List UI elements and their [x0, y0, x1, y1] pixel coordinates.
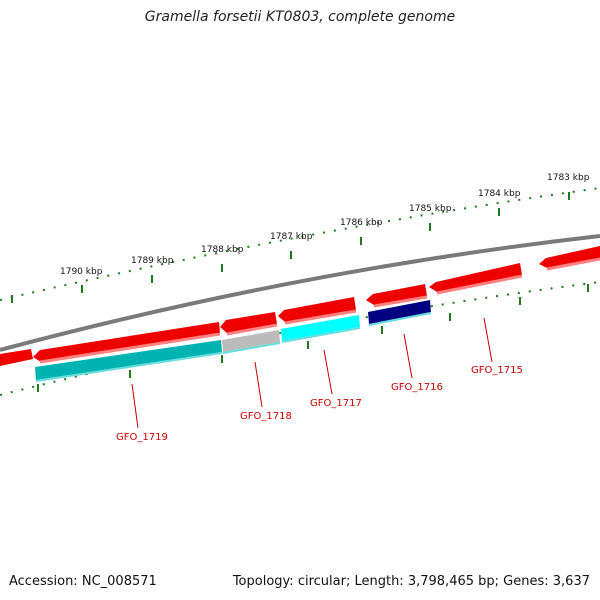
forward-strand-genes — [0, 246, 600, 366]
major-ticks — [11, 192, 589, 392]
gene-shadow-forward — [39, 257, 600, 364]
accession-info: Accession: NC_008571 — [9, 574, 157, 589]
topology-label: Topology: — [232, 574, 294, 589]
gene-shadow-reverse — [35, 312, 432, 382]
tick-label-1790: 1790 kbp — [60, 267, 103, 277]
gene-label-gfo-1717: GFO_1717 — [310, 398, 362, 409]
tick-label-1787: 1787 kbp — [270, 232, 313, 242]
gene-label-gfo-1719: GFO_1719 — [116, 432, 168, 443]
gene-label-gfo-1718: GFO_1718 — [240, 411, 292, 422]
genes-value: 3,637 — [552, 574, 590, 589]
length-value: 3,798,465 bp — [407, 574, 495, 589]
gene-arrow-6[interactable] — [429, 263, 522, 292]
gene-bar-gfo-1716[interactable] — [368, 300, 431, 324]
gene-arrow-2[interactable] — [33, 322, 220, 362]
accession-value: NC_008571 — [81, 574, 157, 589]
tick-label-1788: 1788 kbp — [201, 245, 244, 255]
genome-backbone — [0, 234, 600, 352]
gene-labels: GFO_1719 GFO_1718 GFO_1717 GFO_1716 GFO_… — [116, 365, 523, 443]
gene-bar-gfo-1718[interactable] — [222, 330, 280, 352]
gene-bar-gfo-1717[interactable] — [281, 315, 360, 341]
gene-arrow-3[interactable] — [220, 312, 277, 333]
tick-label-1785: 1785 kbp — [409, 204, 452, 214]
genome-summary: Topology: circular; Length: 3,798,465 bp… — [232, 574, 590, 589]
gene-arrow-5[interactable] — [366, 284, 427, 305]
topology-value: circular — [297, 574, 346, 589]
gene-label-gfo-1716: GFO_1716 — [391, 382, 443, 393]
gene-label-gfo-1715: GFO_1715 — [471, 365, 523, 376]
genes-label: Genes: — [503, 574, 549, 589]
tick-label-1784: 1784 kbp — [478, 189, 521, 199]
length-label: Length: — [354, 574, 404, 589]
tick-label-1789: 1789 kbp — [131, 256, 174, 266]
tick-labels: 1790 kbp 1789 kbp 1788 kbp 1787 kbp 1786… — [60, 173, 590, 277]
tick-label-1783: 1783 kbp — [547, 173, 590, 183]
reverse-strand-genes — [35, 300, 432, 382]
gene-arrow-7[interactable] — [539, 246, 600, 268]
gene-arrow-1[interactable] — [0, 349, 33, 366]
tick-label-1786: 1786 kbp — [340, 218, 383, 228]
page-title: Gramella forsetii KT0803, complete genom… — [144, 9, 456, 25]
gene-arrow-4[interactable] — [278, 297, 356, 322]
accession-label: Accession: — [9, 574, 78, 589]
gene-bar-gfo-1719[interactable] — [35, 340, 222, 380]
label-leaders — [131, 317, 493, 429]
